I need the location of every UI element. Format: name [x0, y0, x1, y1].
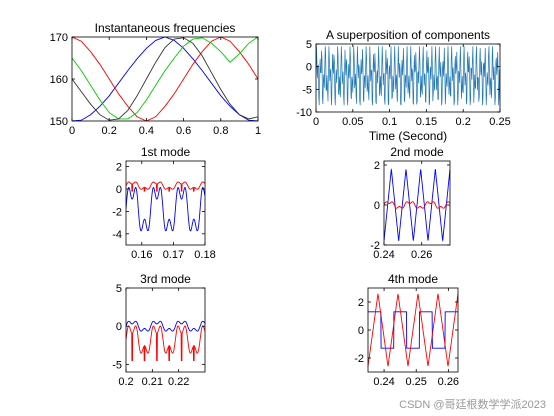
- x-tick-label: 0: [69, 125, 75, 137]
- subplot-2: 0 0.05 0.1 0.15 0.2 0.25 -10 -5 0 5 A superpositio…: [296, 28, 511, 143]
- x-tick-label: 0.16: [131, 249, 152, 261]
- x-tick-label: 0: [313, 116, 319, 128]
- series-line-1: [72, 37, 258, 121]
- y-tick-label: 0: [116, 321, 122, 333]
- axes-box: [315, 43, 501, 113]
- x-tick-label: 0.26: [411, 249, 432, 261]
- subplot-title: 4th mode: [388, 272, 438, 286]
- series-line-1: [126, 325, 205, 361]
- y-tick-label: -5: [112, 359, 122, 371]
- series-line-1: [368, 311, 458, 349]
- x-tick-label: 0.05: [342, 116, 363, 128]
- series-line-2: [72, 37, 258, 121]
- series-group: [126, 181, 205, 232]
- series-group: [316, 46, 500, 106]
- watermark: CSDN @哥廷根数学学派2023: [399, 399, 546, 411]
- x-tick-label: 0.22: [168, 376, 189, 388]
- x-tick-label: 0.26: [438, 376, 459, 388]
- y-tick-label: 2: [116, 162, 122, 174]
- series-line-4: [72, 37, 258, 121]
- y-tick-label: -4: [112, 229, 122, 241]
- axes-box: [125, 160, 206, 246]
- y-tick-label: 170: [50, 32, 68, 44]
- y-tick-label: 0: [358, 325, 364, 337]
- x-tick-label: 1: [255, 125, 261, 137]
- subplot-1: 0 0.2 0.4 0.6 0.8 1 150 160 170 Instantaneous fre…: [50, 21, 261, 137]
- x-tick-label: 0.4: [139, 125, 154, 137]
- subplot-title: A superposition of components: [326, 28, 490, 42]
- series-line-3: [72, 37, 258, 120]
- y-tick-label: 0: [116, 184, 122, 196]
- series-line-1: [384, 168, 450, 242]
- subplot-4: 0.24 0.26 -2 0 2 2nd mode: [370, 145, 451, 261]
- y-tick-label: 2: [374, 160, 380, 172]
- x-tick-label: 0.17: [163, 249, 184, 261]
- series-line-2: [126, 320, 205, 332]
- subplot-title: 3rd mode: [140, 272, 191, 286]
- x-tick-label: 0.1: [382, 116, 397, 128]
- y-tick-label: 0: [374, 200, 380, 212]
- y-tick-label: -10: [296, 107, 312, 119]
- y-tick-label: -2: [370, 240, 380, 252]
- series-line-1: [316, 46, 500, 106]
- y-tick-label: 160: [50, 74, 68, 86]
- y-tick-label: -5: [302, 84, 312, 96]
- x-tick-label: 0.25: [489, 116, 510, 128]
- subplot-3: 0.16 0.17 0.18 -4 -2 0 2 1st mode: [112, 145, 215, 261]
- series-line-1: [126, 181, 205, 192]
- x-tick-label: 0.24: [373, 249, 394, 261]
- x-tick-label: 0.24: [373, 376, 394, 388]
- x-tick-label: 0.2: [102, 125, 117, 137]
- subplot-6: 0.24 0.25 0.26 -2 0 2 4th mode: [354, 272, 459, 388]
- x-tick-label: 0.2: [456, 116, 471, 128]
- series-group: [72, 37, 258, 121]
- subplot-5: 0.2 0.21 0.22 -5 0 5 3rd mode: [112, 272, 206, 388]
- x-tick-label: 0.8: [213, 125, 228, 137]
- y-tick-label: 5: [116, 283, 122, 295]
- x-tick-label: 0.25: [406, 376, 427, 388]
- series-group: [384, 168, 450, 242]
- x-tick-label: 0.15: [416, 116, 437, 128]
- series-line-2: [126, 186, 205, 232]
- subplot-title: Instantaneous frequencies: [95, 21, 236, 35]
- axes-box: [71, 36, 259, 122]
- subplot-title: 2nd mode: [390, 145, 444, 159]
- axes-box: [125, 287, 206, 373]
- y-tick-label: 2: [358, 297, 364, 309]
- series-line-2: [368, 293, 458, 367]
- x-tick-label: 0.2: [118, 376, 133, 388]
- y-tick-label: 5: [306, 39, 312, 51]
- series-group: [126, 320, 205, 361]
- series-line-2: [384, 201, 450, 209]
- x-tick-label: 0.18: [194, 249, 215, 261]
- y-tick-label: 0: [306, 62, 312, 74]
- x-axis-label: Time (Second): [369, 129, 447, 143]
- y-tick-label: -2: [354, 353, 364, 365]
- y-tick-label: -2: [112, 206, 122, 218]
- x-tick-label: 0.21: [142, 376, 163, 388]
- axes-box: [383, 160, 451, 246]
- subplot-title: 1st mode: [141, 145, 191, 159]
- x-tick-label: 0.6: [176, 125, 191, 137]
- y-tick-label: 150: [50, 116, 68, 128]
- series-group: [368, 293, 458, 367]
